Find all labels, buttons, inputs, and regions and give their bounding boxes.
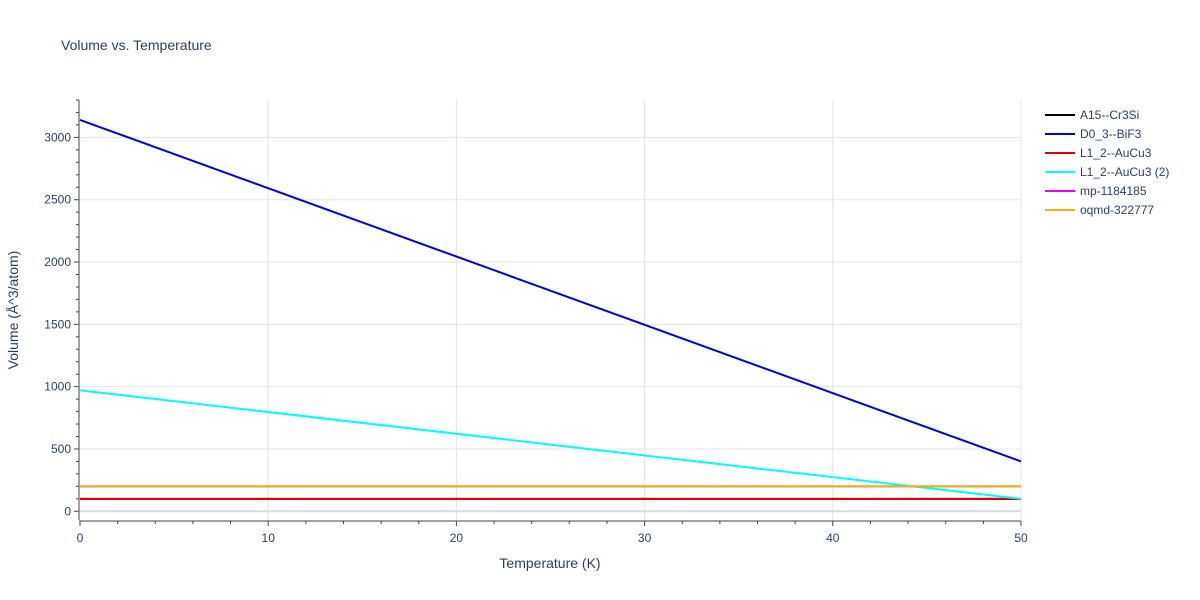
legend-label: D0_3--BiF3: [1080, 127, 1142, 141]
x-tick-label: 30: [638, 531, 652, 545]
series-line-l1-2-aucu3-2: [79, 389, 1022, 500]
legend-label: oqmd-322777: [1080, 203, 1154, 217]
x-tick-label: 10: [262, 531, 276, 545]
y-axis-title: Volume (Å^3/atom): [5, 251, 21, 370]
y-tick-label: 1500: [44, 317, 71, 331]
legend-item-d0-3-bif3[interactable]: D0_3--BiF3: [1045, 127, 1142, 141]
y-tick-label: 500: [51, 442, 71, 456]
y-tick-label: 0: [64, 504, 71, 518]
y-tick-label: 3000: [44, 130, 71, 144]
legend-label: mp-1184185: [1080, 184, 1147, 198]
y-tick-label: 2500: [44, 193, 71, 207]
legend-label: A15--Cr3Si: [1080, 108, 1139, 122]
x-tick-label: 40: [826, 531, 840, 545]
series-line-d0-3-bif3: [79, 119, 1022, 463]
x-axis-title: Temperature (K): [499, 555, 600, 571]
y-tick-label: 2000: [44, 255, 71, 269]
legend-label: L1_2--AuCu3 (2): [1080, 165, 1169, 179]
legend-item-l1-2-aucu3[interactable]: L1_2--AuCu3: [1045, 146, 1152, 160]
legend-item-l1-2-aucu3-2[interactable]: L1_2--AuCu3 (2): [1045, 165, 1169, 179]
x-tick-label: 0: [77, 531, 84, 545]
chart-title: Volume vs. Temperature: [61, 37, 212, 53]
legend[interactable]: A15--Cr3Si D0_3--BiF3 L1_2--AuCu3 L1_2--AuC…: [1045, 108, 1169, 217]
grid: [80, 100, 1022, 520]
legend-item-oqmd-322777[interactable]: oqmd-322777: [1045, 203, 1154, 217]
x-tick-label: 20: [450, 531, 464, 545]
legend-item-mp-1184185[interactable]: mp-1184185: [1045, 184, 1147, 198]
legend-label: L1_2--AuCu3: [1080, 146, 1152, 160]
series-lines: [79, 119, 1022, 500]
legend-item-a15-cr3si[interactable]: A15--Cr3Si: [1045, 108, 1139, 122]
y-tick-label: 1000: [44, 380, 71, 394]
x-tick-label: 50: [1014, 531, 1028, 545]
